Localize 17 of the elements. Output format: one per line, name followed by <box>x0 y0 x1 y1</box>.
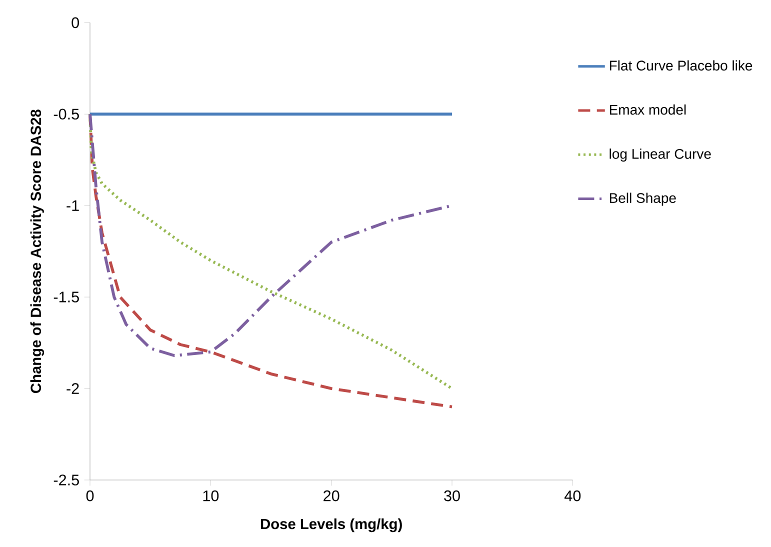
legend-label: Flat Curve Placebo like <box>610 60 752 71</box>
legend-label: log Linear Curve <box>610 148 711 162</box>
y-tick-label: -1.5 <box>54 292 79 302</box>
y-tick-label: -2 <box>66 383 79 394</box>
legend-label: Emax model <box>610 104 686 115</box>
y-tick-label: -0.5 <box>54 108 79 120</box>
y-tick-label: -1 <box>66 200 79 211</box>
y-tick-label: 0 <box>72 17 79 28</box>
x-tick-label: 0 <box>86 490 94 502</box>
x-axis-title: Dose Levels (mg/kg) <box>261 518 402 532</box>
x-tick-label: 30 <box>444 490 460 502</box>
x-tick-label: 20 <box>324 490 340 502</box>
y-axis-title: Change of Disease Activity Score DAS28 <box>30 110 44 393</box>
y-tick-label: -2.5 <box>54 474 79 486</box>
x-tick-label: 10 <box>203 490 219 502</box>
x-tick-label: 40 <box>564 490 581 502</box>
legend-label: Bell Shape <box>610 192 676 206</box>
